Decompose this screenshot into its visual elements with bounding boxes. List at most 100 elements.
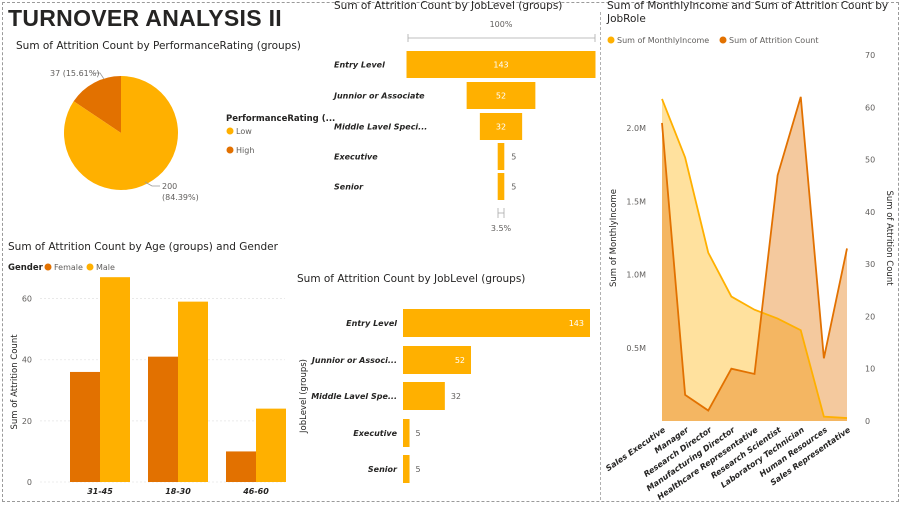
hbar-value: 32 (451, 392, 461, 401)
funnel-category: Middle Lavel Speci... (334, 123, 427, 132)
hbar-value: 143 (569, 319, 584, 328)
pie-label-low-value: 200 (162, 182, 177, 191)
hbar-value: 52 (455, 356, 465, 365)
age-ylabel: Sum of Attrition Count (10, 334, 20, 430)
age-legend-title: Gender (8, 263, 44, 273)
age-xtick: 31-45 (87, 487, 113, 496)
funnel-value: 5 (511, 153, 516, 162)
combo-right-label: Sum of Attrition Count (884, 190, 894, 286)
combo-chart-title-text: Sum of MonthlyIncome and Sum of Attritio… (607, 0, 889, 25)
hbar-bar (403, 309, 590, 337)
funnel-value: 32 (496, 123, 506, 132)
joblevel-bar-title: Sum of Attrition Count by JobLevel (grou… (297, 273, 526, 285)
income-attrition-area-chart: Sum of MonthlyIncome Sum of Attrition Cou… (604, 36, 894, 502)
hbar-category: Junnior or Associ... (310, 356, 397, 365)
pie-legend-high-swatch (226, 146, 234, 154)
hbar-ylabel: JobLevel (groups) (299, 359, 309, 434)
page-border (2, 2, 899, 502)
hbar-category: Middle Lavel Spe... (311, 392, 397, 401)
combo-legend-label: Sum of MonthlyIncome (617, 36, 709, 45)
combo-right-tick: 40 (865, 208, 875, 217)
funnel-category: Junnior or Associate (332, 92, 425, 101)
combo-right-tick: 70 (865, 51, 875, 60)
pie-chart-title: Sum of Attrition Count by PerformanceRat… (16, 40, 301, 52)
combo-right-tick: 0 (865, 417, 870, 426)
combo-right-tick: 30 (865, 260, 875, 269)
hbar-bar (403, 346, 471, 374)
funnel-bar (406, 51, 596, 78)
age-ytick: 40 (22, 356, 32, 365)
funnel-bar (466, 82, 536, 109)
pie-leader-high (93, 72, 105, 80)
pie-label-high: 37 (15.61%) (50, 69, 99, 78)
performance-pie-chart: 37 (15.61%) 200 (84.39%) PerformanceRating … (50, 69, 335, 202)
age-bar (100, 277, 130, 482)
funnel-value: 52 (496, 92, 506, 101)
age-xtick: 46-60 (242, 487, 269, 496)
age-bar (178, 301, 208, 482)
hbar-category: Senior (368, 465, 398, 474)
hbar-bar (403, 419, 410, 447)
divider-right (600, 12, 601, 500)
hbar-bar (403, 455, 410, 483)
age-bar (148, 356, 178, 482)
age-legend-swatch (44, 263, 52, 271)
joblevel-funnel-chart: 100% Entry Level 143 Junnior or Associate 52… (332, 20, 596, 233)
combo-right-tick: 10 (865, 365, 875, 374)
funnel-bottom-pct: 3.5% (491, 224, 512, 233)
income-area (662, 98, 847, 422)
age-ytick: 60 (22, 295, 32, 304)
funnel-chart-title: Sum of Attrition Count by JobLevel (grou… (334, 0, 563, 12)
pie-legend-low: Low (236, 127, 252, 136)
age-bar (256, 408, 286, 482)
age-bar (70, 371, 100, 482)
funnel-value: 5 (511, 183, 516, 192)
funnel-value: 143 (493, 61, 508, 70)
funnel-bar (497, 173, 505, 200)
combo-left-tick: 0.5M (626, 344, 646, 353)
funnel-top-pct: 100% (490, 20, 513, 29)
hbar-value: 5 (416, 429, 421, 438)
pie-legend-title: PerformanceRating (... (226, 114, 335, 124)
joblevel-bar-chart: JobLevel (groups) Entry Level 143 Junnior o… (299, 309, 590, 483)
attrition-line (661, 96, 848, 412)
pie-label-low-pct: (84.39%) (162, 193, 199, 202)
hbar-category: Executive (353, 429, 397, 438)
age-ytick: 20 (22, 417, 32, 426)
attrition-area (662, 96, 847, 421)
combo-right-tick: 50 (865, 156, 875, 165)
funnel-category: Executive (334, 153, 378, 162)
age-legend-label: Male (96, 263, 115, 272)
age-bar (226, 451, 256, 482)
combo-right-tick: 20 (865, 312, 875, 321)
page-title: TURNOVER ANALYSIS II (8, 5, 282, 31)
income-line (661, 98, 848, 419)
pie-legend-high: High (236, 146, 254, 155)
combo-right-tick: 60 (865, 103, 875, 112)
age-gender-bar-chart: Gender Female Male 0 20 40 60 Sum of Attrition … (8, 263, 286, 496)
age-chart-title: Sum of Attrition Count by Age (groups) a… (8, 241, 278, 253)
combo-legend-swatch (607, 36, 615, 44)
pie-slice-high (73, 76, 121, 133)
age-xtick: 18-30 (165, 487, 191, 496)
combo-left-tick: 1.0M (626, 271, 646, 280)
combo-left-tick: 1.5M (626, 197, 646, 206)
combo-left-label: Sum of MonthlyIncome (609, 189, 619, 287)
funnel-bar (479, 113, 523, 140)
combo-chart-title: Sum of MonthlyIncome and Sum of Attritio… (607, 0, 892, 26)
funnel-category: Senior (334, 183, 364, 192)
combo-legend-swatch (719, 36, 727, 44)
funnel-category: Entry Level (334, 61, 385, 70)
pie-legend-low-swatch (226, 127, 234, 135)
age-ytick: 0 (27, 478, 32, 487)
combo-left-tick: 2.0M (626, 124, 646, 133)
hbar-category: Entry Level (346, 319, 397, 328)
age-legend-swatch (86, 263, 94, 271)
age-legend-label: Female (54, 263, 83, 272)
hbar-value: 5 (416, 465, 421, 474)
funnel-bar (497, 143, 505, 170)
combo-legend-label: Sum of Attrition Count (729, 36, 818, 45)
pie-leader-low (144, 181, 160, 187)
hbar-bar (403, 382, 445, 410)
pie-slice-low (63, 76, 179, 190)
